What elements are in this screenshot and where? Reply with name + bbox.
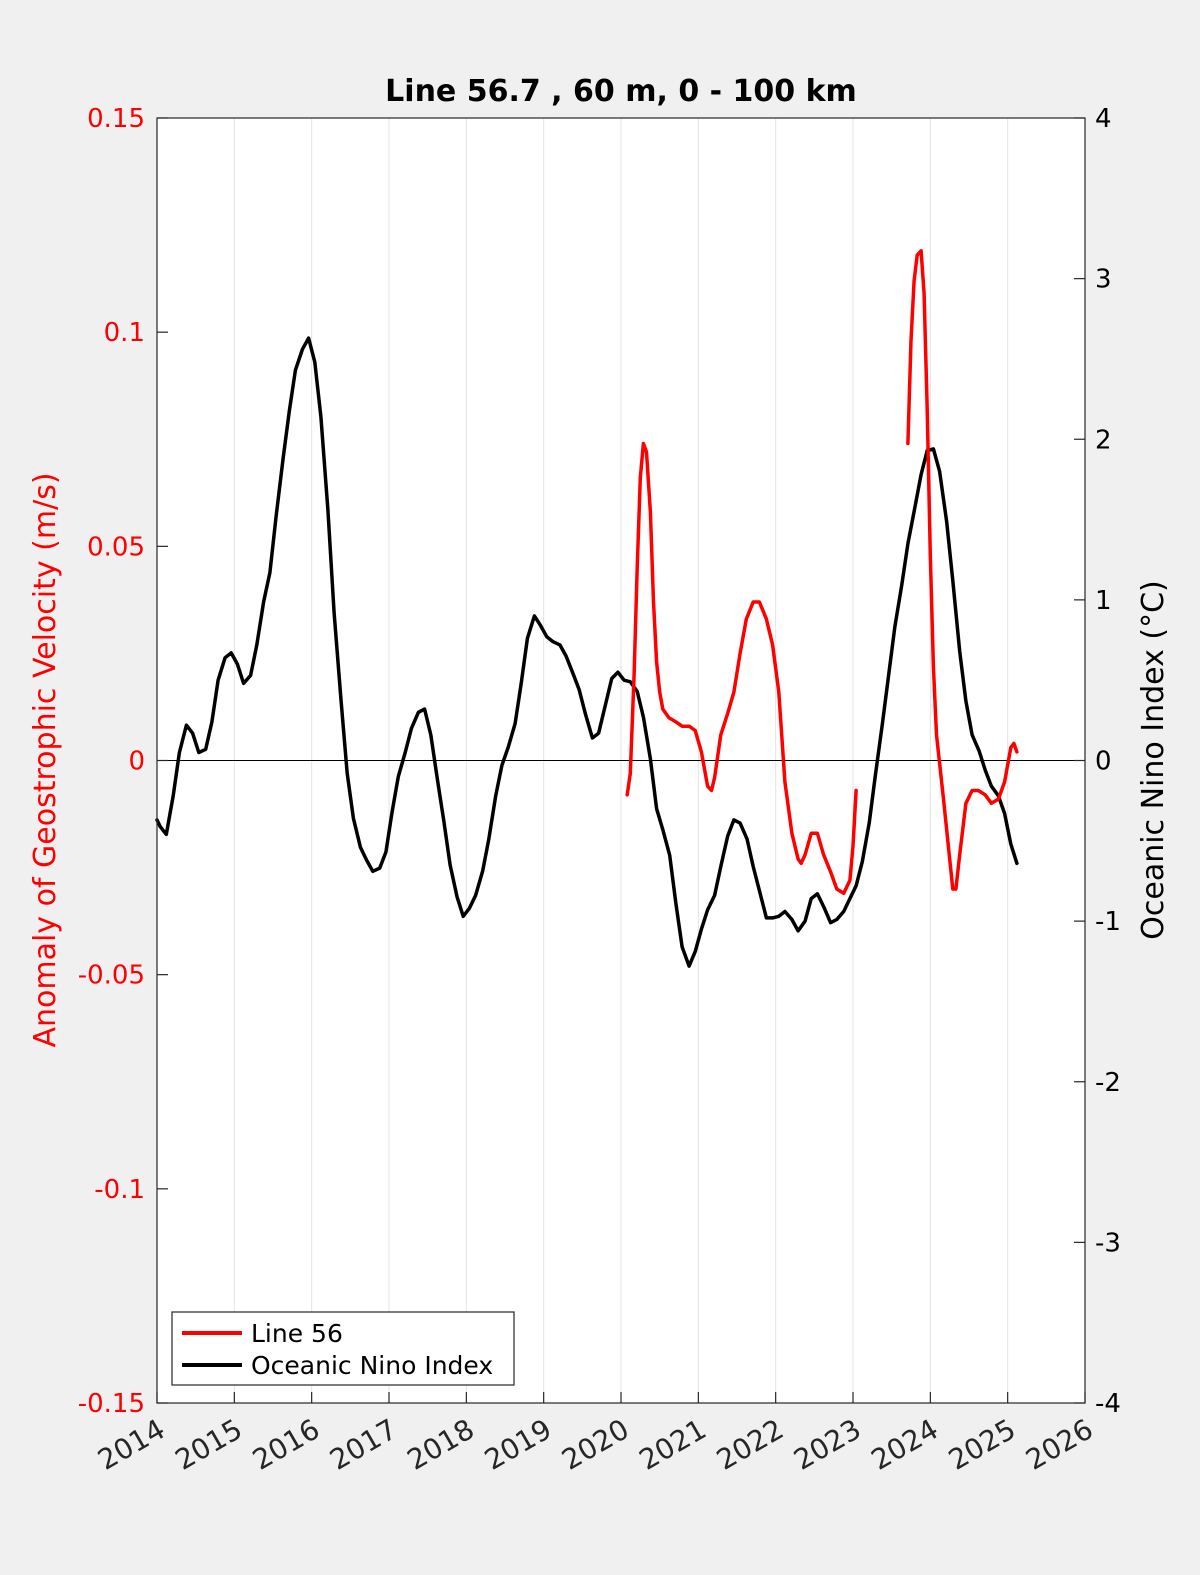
- y-right-tick-label: -3: [1095, 1228, 1121, 1258]
- y-left-tick-label: 0.15: [87, 104, 145, 134]
- series-oceanic-nino-index-segment-0: [155, 336, 1019, 968]
- y-left-tick-label: 0.1: [104, 318, 145, 348]
- legend: Line 56 Oceanic Nino Index: [171, 1311, 515, 1386]
- series-line-56-segment-0: [625, 441, 858, 896]
- y-right-tick-label: 2: [1095, 425, 1112, 455]
- y-left-tick-label: 0.05: [87, 532, 145, 562]
- y-left-tick-label: 0: [128, 747, 145, 777]
- y-left-tick-label: -0.15: [78, 1389, 145, 1419]
- legend-label-oni: Oceanic Nino Index: [251, 1351, 493, 1380]
- y-right-tick-label: 3: [1095, 265, 1112, 295]
- y-right-tick-label: 1: [1095, 586, 1112, 616]
- y-left-tick-label: -0.1: [94, 1175, 145, 1205]
- chart-title: Line 56.7 , 60 m, 0 - 100 km: [385, 74, 857, 109]
- y-right-tick-label: 0: [1095, 747, 1112, 777]
- series-layer: [155, 249, 1019, 968]
- right-axis-label: Oceanic Nino Index (°C): [1136, 580, 1171, 940]
- y-right-tick-label: -4: [1095, 1389, 1121, 1419]
- legend-box: [171, 1311, 515, 1386]
- legend-label-line56: Line 56: [251, 1319, 343, 1348]
- left-axis-label: Anomaly of Geostrophic Velocity (m/s): [28, 472, 63, 1047]
- series-line-56-segment-1: [906, 249, 1019, 891]
- y-right-tick-label: -1: [1095, 907, 1121, 937]
- y-right-tick-label: -2: [1095, 1068, 1121, 1098]
- y-left-tick-label: -0.05: [78, 961, 145, 991]
- y-right-tick-label: 4: [1095, 104, 1112, 134]
